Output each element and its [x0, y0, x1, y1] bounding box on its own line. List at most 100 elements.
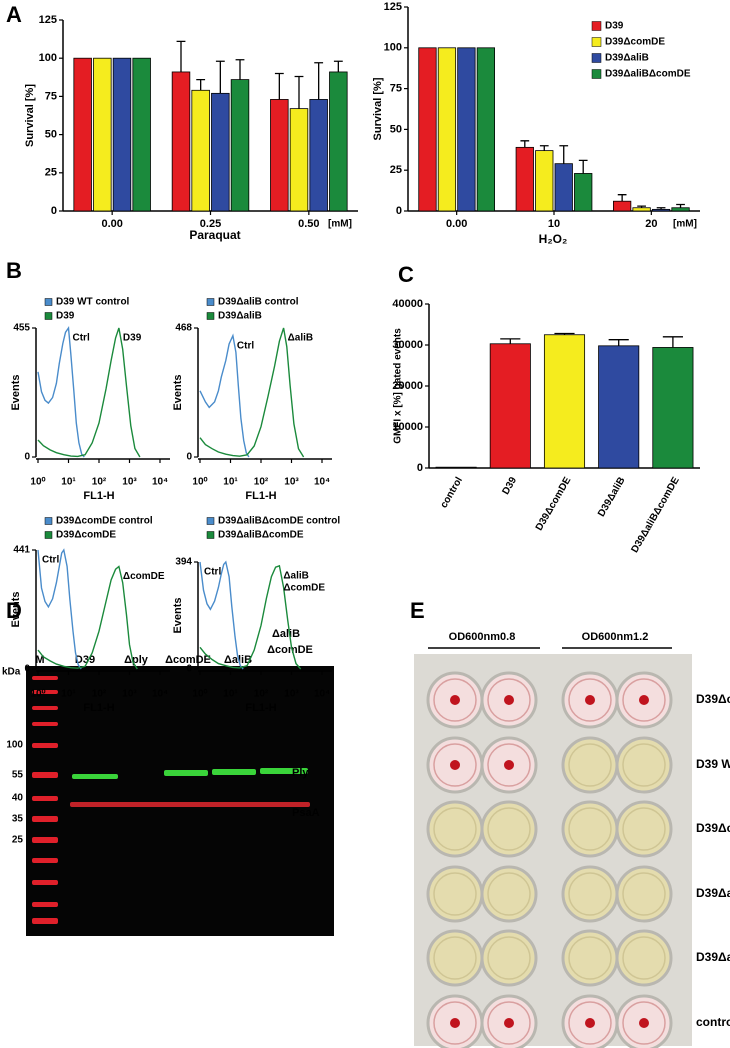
pellet: [585, 695, 595, 705]
y-tick-label: 75: [390, 83, 402, 95]
marker-label: 40: [12, 793, 24, 804]
x-tick-label: 10: [548, 218, 560, 230]
x-tick-label: D39ΔcomDE: [534, 475, 574, 533]
bar: [418, 47, 437, 212]
column-label: OD600nm1.2: [582, 631, 649, 643]
legend-label: D39 WT control: [56, 297, 130, 308]
histogram-line: [199, 327, 305, 458]
x-axis-unit: [mM]: [673, 219, 697, 230]
histogram-line: [37, 548, 82, 670]
well-rim: [433, 743, 477, 787]
bar: [435, 466, 477, 469]
band-label: Ply: [292, 767, 309, 779]
legend-label: D39ΔaliB: [605, 53, 649, 64]
bar: [632, 207, 651, 212]
legend-label: D39ΔaliB control: [218, 297, 299, 308]
histogram-line: [199, 564, 302, 670]
legend-label: D39: [56, 311, 75, 322]
error-bar: [662, 336, 683, 348]
panel-letter: A: [6, 2, 22, 27]
x-tick-label: 10¹: [223, 689, 238, 700]
legend-swatch: [44, 517, 53, 525]
y-axis-label: Survival [%]: [372, 77, 384, 140]
y-tick-label: 0: [24, 452, 30, 463]
x-tick-label: 10⁴: [314, 477, 330, 488]
ply-bands: [72, 768, 308, 779]
annotation: ΔcomDE: [123, 571, 165, 582]
row-label: D39 WT: [696, 757, 730, 771]
error-bar: [215, 60, 225, 94]
lane-label: M: [35, 654, 44, 666]
y-axis-label: GMFI x [%] gated events: [393, 328, 404, 444]
pellet: [504, 1018, 514, 1028]
pellet: [504, 695, 514, 705]
legend-swatch: [591, 21, 602, 31]
error-bar: [314, 62, 324, 100]
x-tick-label: control: [439, 475, 466, 510]
annotation: Ctrl: [204, 567, 221, 578]
lane-label: ΔcomDE: [165, 654, 211, 666]
error-bar: [608, 339, 629, 346]
bar: [93, 57, 112, 212]
well-rim: [622, 936, 666, 980]
legend-swatch: [591, 69, 602, 79]
legend-label: D39ΔcomDE: [605, 37, 665, 48]
well-rim: [568, 743, 612, 787]
column-label: OD600nm0.8: [449, 631, 516, 643]
bar: [652, 347, 694, 469]
annotation: Ctrl: [42, 555, 59, 566]
legend-swatch: [44, 312, 53, 320]
bar: [535, 150, 554, 212]
legend-label: D39: [605, 21, 624, 32]
bar: [329, 71, 348, 212]
error-bar: [274, 72, 284, 100]
well-rim: [487, 872, 531, 916]
y-tick-label: 0: [24, 664, 30, 675]
y-tick-label: 441: [13, 545, 30, 556]
bar: [574, 173, 593, 212]
error-bar: [294, 75, 304, 109]
error-bar: [235, 59, 245, 80]
well-rim: [568, 872, 612, 916]
x-tick-label: D39: [500, 475, 519, 497]
y-tick-label: 100: [39, 52, 57, 64]
x-tick-label: 10⁴: [314, 689, 330, 700]
x-tick-label: 10⁰: [192, 689, 207, 700]
bar: [613, 200, 632, 212]
lane-label: ΔaliB: [272, 628, 300, 640]
x-tick-label: 10²: [92, 689, 107, 700]
blot-background: [26, 666, 334, 936]
well-rim: [433, 872, 477, 916]
bar: [309, 99, 328, 212]
y-tick-label: 0: [186, 452, 192, 463]
x-axis-label: H₂O₂: [539, 232, 568, 246]
x-axis-label: FL1-H: [83, 490, 114, 502]
x-tick-label: 10⁴: [152, 689, 168, 700]
marker-label: 35: [12, 814, 24, 825]
x-tick-label: 10²: [254, 477, 269, 488]
pellet: [504, 760, 514, 770]
error-bar: [539, 145, 549, 151]
y-tick-label: 0: [186, 664, 192, 675]
x-tick-label: 10¹: [61, 689, 76, 700]
annotation: ΔcomDE: [283, 582, 325, 593]
x-tick-label: 10²: [92, 477, 107, 488]
well: [615, 800, 673, 858]
legend-swatch: [206, 531, 215, 539]
lane-label: ΔcomDE: [267, 644, 313, 656]
band-label: PsaA: [292, 807, 320, 819]
x-tick-label: 10¹: [61, 477, 76, 488]
error-bar: [676, 203, 685, 208]
x-tick-label: 10²: [254, 689, 269, 700]
panel-letter: D: [6, 598, 22, 623]
x-tick-label: 10⁰: [30, 689, 45, 700]
well: [426, 800, 484, 858]
legend-swatch: [591, 53, 602, 63]
histogram-line: [37, 326, 85, 458]
legend-label: D39ΔcomDE control: [56, 516, 153, 527]
x-tick-label: 10⁴: [152, 477, 168, 488]
bar: [132, 57, 151, 212]
y-tick-label: 10000: [392, 421, 423, 433]
pellet: [450, 695, 460, 705]
